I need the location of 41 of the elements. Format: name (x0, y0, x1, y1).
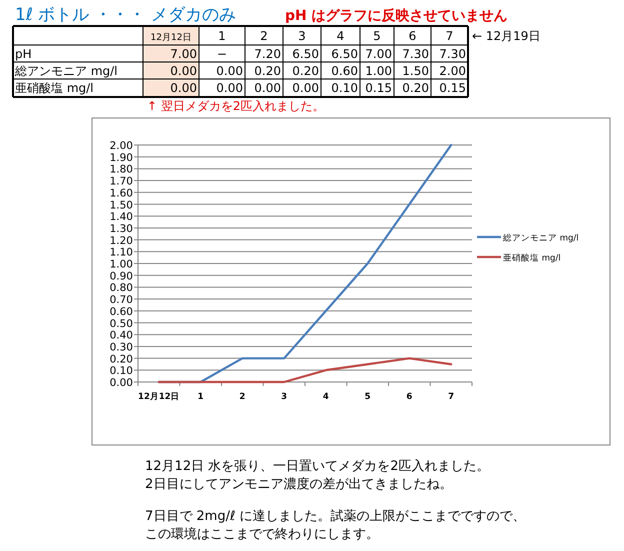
y-tick-label: 0.90 (110, 270, 133, 282)
text: この環境はここまでで終わりにします。 (145, 526, 379, 542)
text: 12月12日 水を張り、一日置いてメダカを2匹入れました。 (145, 459, 490, 474)
legend-label: 総アンモニア mg/l (502, 232, 579, 244)
y-tick-label: 0.10 (110, 365, 133, 378)
y-tick-label: 2.00 (110, 140, 133, 152)
y-tick-label: 0.00 (110, 377, 133, 389)
y-tick-label: 0.70 (110, 294, 133, 306)
y-tick-label: 0.20 (110, 353, 133, 366)
y-tick-label: 0.50 (110, 318, 133, 330)
legend-label: 亜硝酸塩 mg/l (503, 252, 561, 264)
y-tick-label: 1.50 (110, 199, 133, 212)
y-tick-label: 1.60 (110, 187, 133, 200)
x-tick-label: 6 (406, 392, 412, 402)
y-tick-label: 1.10 (110, 246, 133, 259)
y-tick-label: 1.30 (110, 222, 133, 235)
text: ↑ 翌日メダカを2匹入れました。 (147, 99, 325, 113)
text: 2日目にしてアンモニア濃度の差が出てきましたね。 (145, 476, 452, 492)
y-tick-label: 1.90 (110, 152, 133, 164)
x-tick-label: 2 (239, 392, 246, 402)
x-tick-label: 5 (364, 392, 371, 402)
text: pH はグラフに反映させていません (285, 7, 508, 24)
y-tick-label: 0.80 (110, 282, 133, 294)
value-table: 12月12日 1 2 3 4 5 6 7 pH 7.00 − 7.20 6.50 6.50 7.00 7.30 7.30 0.00 0.00 0.20 0.20 0.60 1.00 1.50 2.00 0.00 0.00 0.00 0.00 0.10 0.15 0.20 0.15 総アンモニア mg/l 亜硝酸塩 mg/l (12, 25, 469, 98)
y-tick-label: 0.40 (110, 330, 133, 342)
x-tick-label: 3 (281, 392, 288, 402)
y-tick-label: 1.00 (110, 258, 133, 270)
y-tick-label: 1.20 (110, 234, 133, 247)
y-tick-label: 1.40 (110, 211, 133, 224)
x-tick-label: 7 (448, 392, 454, 402)
y-tick-label: 1.70 (110, 176, 133, 188)
x-tick-label: 1 (198, 392, 204, 402)
x-tick-label: 12月12日 (138, 391, 180, 402)
line-series (158, 357, 452, 384)
y-tick-label: 0.30 (110, 341, 133, 354)
chart-title: 1ℓ ボトル ・・・ メダカのみ (15, 5, 236, 25)
text: 7日目で 2mg/ℓ に達しました。試薬の上限がここまでですので、 (145, 509, 526, 524)
x-tick-label: 4 (322, 392, 329, 402)
y-tick-label: 1.80 (110, 164, 133, 176)
text: ← 12月19日 (472, 29, 540, 43)
y-tick-label: 0.60 (110, 306, 133, 318)
